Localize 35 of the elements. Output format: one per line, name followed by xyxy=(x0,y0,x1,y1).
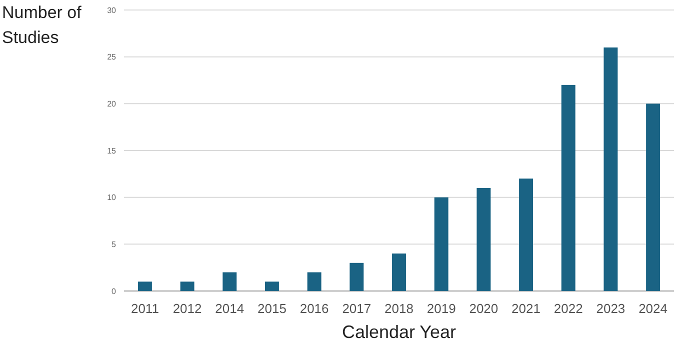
bar xyxy=(476,188,491,291)
bar xyxy=(646,104,660,291)
x-tick-label: 2017 xyxy=(342,301,372,316)
y-tick-label: 25 xyxy=(107,52,117,62)
bar xyxy=(222,272,237,291)
x-tick-label: 2014 xyxy=(215,301,244,316)
x-tick-label: 2020 xyxy=(469,301,498,316)
x-tick-label: 2023 xyxy=(596,301,626,316)
x-tick-label: 2012 xyxy=(172,301,202,316)
y-tick-label: 15 xyxy=(107,146,117,156)
x-tick-label: 2021 xyxy=(512,301,540,316)
bar xyxy=(264,282,279,291)
bar xyxy=(180,282,194,291)
bar xyxy=(561,84,576,291)
x-tick-label: 2018 xyxy=(384,301,414,316)
x-tick-label: 2024 xyxy=(638,301,668,316)
bar xyxy=(604,47,618,291)
bar xyxy=(307,272,322,291)
bar xyxy=(519,178,534,291)
y-tick-label: 5 xyxy=(112,240,117,249)
y-tick-label: 20 xyxy=(107,99,117,108)
y-axis-title: Number of Studies xyxy=(2,3,82,47)
x-tick-label: 2019 xyxy=(426,301,456,316)
y-tick-label: 30 xyxy=(107,6,117,15)
x-tick-label: 2022 xyxy=(554,301,583,316)
bar xyxy=(392,254,406,291)
x-tick-label: 2011 xyxy=(130,301,159,316)
x-tick-label: 2016 xyxy=(300,301,329,316)
bar xyxy=(138,282,152,291)
x-axis-title: Calendar Year xyxy=(342,322,456,341)
y-tick-label: 0 xyxy=(112,286,117,296)
bar xyxy=(350,262,364,291)
x-tick-label: 2015 xyxy=(258,301,286,316)
y-tick-label: 10 xyxy=(107,193,117,202)
bar xyxy=(434,197,448,291)
